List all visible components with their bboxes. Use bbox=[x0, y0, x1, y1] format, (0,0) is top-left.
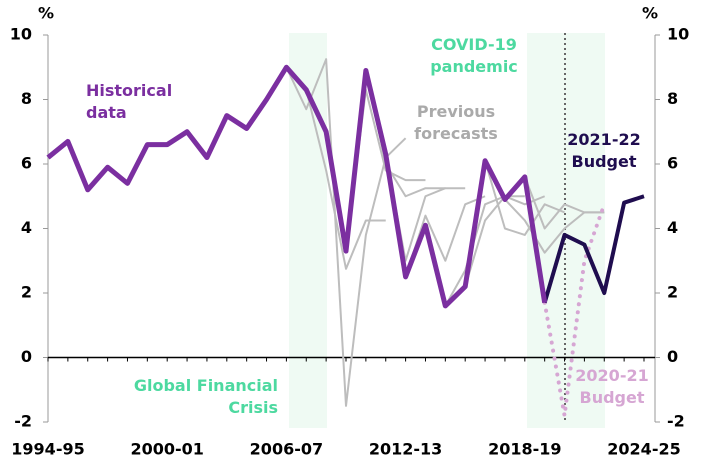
series-line bbox=[542, 194, 645, 304]
y-tick-label: 2 bbox=[21, 283, 32, 302]
series-label: 2020-21 Budget bbox=[575, 366, 648, 407]
forecast-line bbox=[484, 160, 565, 236]
series-label: Historical data bbox=[86, 81, 172, 122]
y2-tick-label: 0 bbox=[667, 347, 678, 366]
forecast-line bbox=[523, 176, 605, 230]
annotation: Global Financial Crisis bbox=[134, 376, 278, 417]
forecast-line bbox=[384, 154, 466, 262]
y-tick-label: 0 bbox=[21, 347, 32, 366]
y-tick-label: 4 bbox=[21, 218, 32, 237]
series-label: 2021-22 Budget bbox=[567, 130, 640, 171]
annotation-line: COVID-19 bbox=[431, 35, 517, 54]
x-tick-label: 2018-19 bbox=[488, 440, 561, 459]
annotation-line: pandemic bbox=[430, 57, 518, 76]
x-tick-label: 2006-07 bbox=[250, 440, 323, 459]
y2-tick-label: 2 bbox=[667, 283, 678, 302]
series-line bbox=[542, 202, 607, 418]
annotation: COVID-19 pandemic bbox=[430, 35, 518, 76]
forecasts-label-line: Previous bbox=[417, 102, 495, 121]
x-tick-label: 2000-01 bbox=[130, 440, 203, 459]
forecast-line bbox=[345, 88, 426, 252]
series-label-line: Historical bbox=[86, 81, 172, 100]
y-tick-label: 8 bbox=[21, 89, 32, 108]
series-label-line: 2020-21 bbox=[575, 366, 648, 385]
forecasts-label: Previous forecasts bbox=[414, 102, 498, 143]
series-line bbox=[46, 64, 548, 309]
forecasts-label-line: forecasts bbox=[414, 124, 498, 143]
series-label-line: data bbox=[86, 103, 127, 122]
y2-tick-label: 6 bbox=[667, 154, 678, 173]
series-label-line: Budget bbox=[572, 152, 637, 171]
x-tick-label: 2012-13 bbox=[369, 440, 442, 459]
x-tick-label: 2024-25 bbox=[607, 440, 680, 459]
series-label-line: Budget bbox=[580, 388, 645, 407]
y2-tick-label: 4 bbox=[667, 218, 678, 237]
x-tick-label: 1994-95 bbox=[11, 440, 84, 459]
annotation-line: Global Financial bbox=[134, 376, 278, 395]
y2-tick-label: 8 bbox=[667, 89, 678, 108]
y-tick-label: 10 bbox=[10, 25, 32, 44]
forecast-line bbox=[444, 195, 525, 307]
forecast-line bbox=[305, 89, 386, 270]
y2-axis-label: % bbox=[642, 4, 658, 23]
annotation-line: Crisis bbox=[228, 398, 278, 417]
y2-tick-label: -2 bbox=[667, 412, 685, 431]
y-tick-label: -2 bbox=[14, 412, 32, 431]
y-axis-label: % bbox=[38, 4, 54, 23]
y-tick-label: 6 bbox=[21, 154, 32, 173]
y2-tick-label: 10 bbox=[667, 25, 689, 44]
series-label-line: 2021-22 bbox=[567, 130, 640, 149]
